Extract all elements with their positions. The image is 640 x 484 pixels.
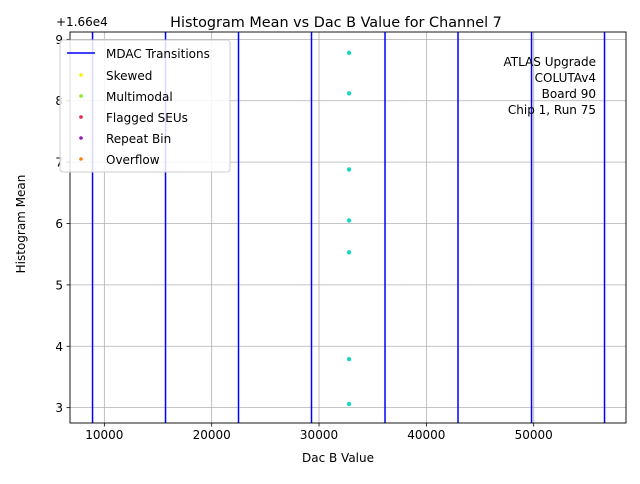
y-tick-label: 6 (55, 217, 63, 231)
y-tick-label: 4 (55, 340, 63, 354)
x-tick-label: 50000 (515, 428, 553, 442)
annotation-line-4: Chip 1, Run 75 (508, 103, 596, 117)
plot-frame (69, 31, 627, 424)
legend-repeat-bin-label: Repeat Bin (106, 132, 171, 146)
data-point (346, 91, 352, 96)
run-info-annotation: ATLAS Upgrade COLUTAv4 Board 90 Chip 1, … (503, 55, 596, 117)
legend-box (59, 39, 231, 173)
axis-ticks: 10000 20000 30000 40000 50000 3 4 5 6 7 8 9 (55, 33, 552, 442)
y-tick-label: 7 (55, 156, 63, 170)
chart-title: Histogram Mean vs Dac B Value for Channe… (170, 15, 502, 31)
y-axis-label: Histogram Mean (14, 175, 28, 274)
legend-repeat-bin-marker (79, 136, 83, 140)
data-point (346, 356, 352, 362)
annotation-line-3: Board 90 (542, 87, 596, 101)
y-tick-label: 3 (55, 401, 63, 415)
x-axis-label: Dac B Value (302, 451, 374, 465)
annotation-line-2: COLUTAv4 (535, 71, 596, 85)
y-tick-label: 8 (55, 94, 63, 108)
data-point (346, 167, 352, 172)
legend-skewed-label: Skewed (106, 69, 152, 83)
legend: MDAC Transitions Skewed Multimodal Flagg… (59, 39, 231, 173)
legend-mdac-label: MDAC Transitions (106, 47, 210, 61)
data-point (346, 50, 352, 56)
legend-flagged-seus-label: Flagged SEUs (106, 111, 188, 125)
legend-overflow-label: Overflow (106, 153, 160, 167)
data-point (346, 250, 352, 255)
y-tick-label: 9 (55, 33, 63, 47)
x-tick-label: 30000 (300, 428, 338, 442)
x-tick-label: 40000 (407, 428, 445, 442)
y-tick-label: 5 (55, 278, 63, 292)
y-offset-label: +1.66e4 (56, 15, 108, 29)
legend-multimodal-label: Multimodal (106, 90, 173, 104)
legend-flagged-seus-marker (79, 115, 83, 119)
legend-skewed-marker (79, 73, 83, 77)
scatter-points (346, 50, 352, 407)
legend-overflow-marker (79, 157, 83, 161)
annotation-line-1: ATLAS Upgrade (503, 55, 596, 69)
data-point (346, 218, 352, 223)
legend-multimodal-marker (79, 94, 83, 98)
x-tick-label: 10000 (85, 428, 123, 442)
data-point (346, 401, 352, 407)
x-tick-label: 20000 (193, 428, 231, 442)
